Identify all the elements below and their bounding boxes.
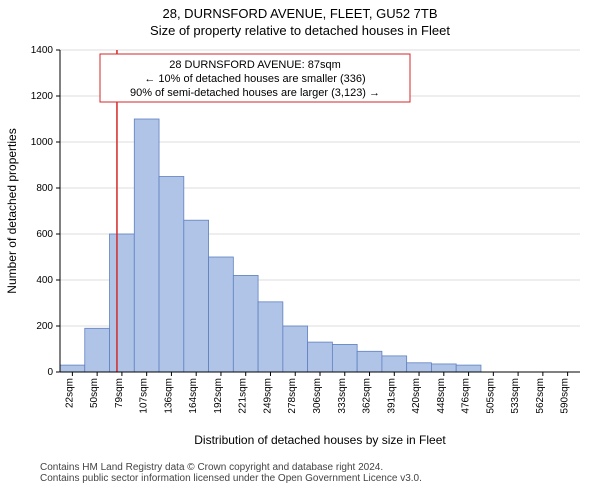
svg-text:533sqm: 533sqm (510, 378, 521, 414)
x-axis-label: Distribution of detached houses by size … (194, 433, 446, 447)
svg-text:221sqm: 221sqm (238, 378, 249, 414)
svg-text:505sqm: 505sqm (485, 378, 496, 414)
info-line3: 90% of semi-detached houses are larger (… (130, 87, 380, 99)
chart-title: 28, DURNSFORD AVENUE, FLEET, GU52 7TB (0, 0, 600, 23)
histogram-bar (357, 351, 382, 372)
svg-text:0: 0 (47, 367, 53, 378)
histogram-bar (308, 342, 333, 372)
footer-line-2: Contains public sector information licen… (0, 473, 600, 484)
chart-container: { "header": { "address": "28, DURNSFORD … (0, 0, 600, 500)
histogram-bar (431, 364, 456, 372)
svg-text:200: 200 (36, 321, 53, 332)
chart-subtitle: Size of property relative to detached ho… (0, 23, 600, 42)
svg-text:249sqm: 249sqm (262, 378, 273, 414)
svg-text:136sqm: 136sqm (163, 378, 174, 414)
histogram-bar (332, 344, 357, 372)
histogram-chart: 0 200 400 600 800 1000 1200 1400 22sqm 50sqm 79sqm… (0, 42, 600, 462)
histogram-bar (233, 275, 258, 372)
svg-text:420sqm: 420sqm (411, 378, 422, 414)
info-line2: ← 10% of detached houses are smaller (33… (144, 73, 365, 85)
histogram-bar (60, 365, 85, 372)
histogram-bar (382, 356, 407, 372)
y-axis-label: Number of detached properties (5, 128, 19, 293)
svg-text:1000: 1000 (31, 137, 54, 148)
svg-text:448sqm: 448sqm (436, 378, 447, 414)
histogram-bar (184, 220, 209, 372)
svg-text:800: 800 (36, 183, 53, 194)
svg-text:400: 400 (36, 275, 53, 286)
svg-text:50sqm: 50sqm (89, 378, 100, 408)
svg-text:1200: 1200 (31, 91, 54, 102)
svg-text:476sqm: 476sqm (461, 378, 472, 414)
svg-text:79sqm: 79sqm (114, 378, 125, 408)
histogram-bar (258, 302, 283, 372)
histogram-bar (85, 328, 110, 372)
svg-text:590sqm: 590sqm (560, 378, 571, 414)
svg-text:192sqm: 192sqm (213, 378, 224, 414)
svg-text:164sqm: 164sqm (188, 378, 199, 414)
histogram-bar (456, 365, 481, 372)
histogram-bar (134, 119, 159, 372)
svg-text:1400: 1400 (31, 45, 54, 56)
svg-text:22sqm: 22sqm (64, 378, 75, 408)
svg-text:333sqm: 333sqm (337, 378, 348, 414)
histogram-bar (159, 176, 184, 372)
svg-text:362sqm: 362sqm (362, 378, 373, 414)
histogram-bar (209, 257, 234, 372)
info-line1: 28 DURNSFORD AVENUE: 87sqm (169, 59, 341, 71)
svg-text:562sqm: 562sqm (535, 378, 546, 414)
footer-line-1: Contains HM Land Registry data © Crown c… (0, 462, 600, 473)
histogram-bar (407, 363, 432, 372)
histogram-bar (110, 234, 135, 372)
svg-text:306sqm: 306sqm (312, 378, 323, 414)
histogram-bar (283, 326, 308, 372)
svg-text:600: 600 (36, 229, 53, 240)
svg-text:107sqm: 107sqm (139, 378, 150, 414)
svg-text:278sqm: 278sqm (287, 378, 298, 414)
svg-text:391sqm: 391sqm (386, 378, 397, 414)
